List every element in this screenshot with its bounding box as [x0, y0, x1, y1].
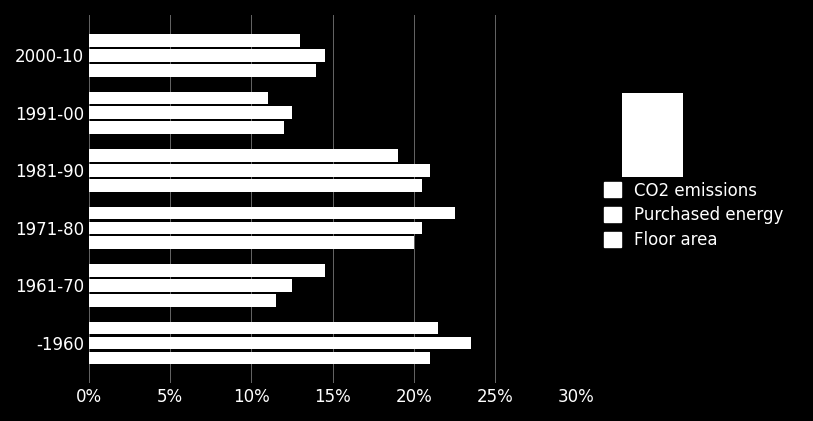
Bar — [89, 221, 422, 234]
Bar — [89, 264, 324, 277]
Bar — [89, 279, 292, 292]
Bar — [89, 294, 276, 306]
Bar — [89, 91, 267, 104]
Bar — [89, 237, 414, 249]
Bar — [89, 149, 398, 162]
Bar — [89, 322, 438, 334]
Legend: CO2 emissions, Purchased energy, Floor area: CO2 emissions, Purchased energy, Floor a… — [604, 181, 784, 249]
Bar — [89, 49, 324, 61]
Bar — [89, 107, 292, 119]
Bar — [89, 121, 284, 134]
Bar — [89, 179, 422, 192]
Bar — [89, 64, 316, 77]
Bar — [89, 336, 471, 349]
Bar — [89, 207, 454, 219]
Bar — [89, 34, 300, 47]
Bar — [89, 352, 430, 364]
Bar — [89, 164, 430, 177]
